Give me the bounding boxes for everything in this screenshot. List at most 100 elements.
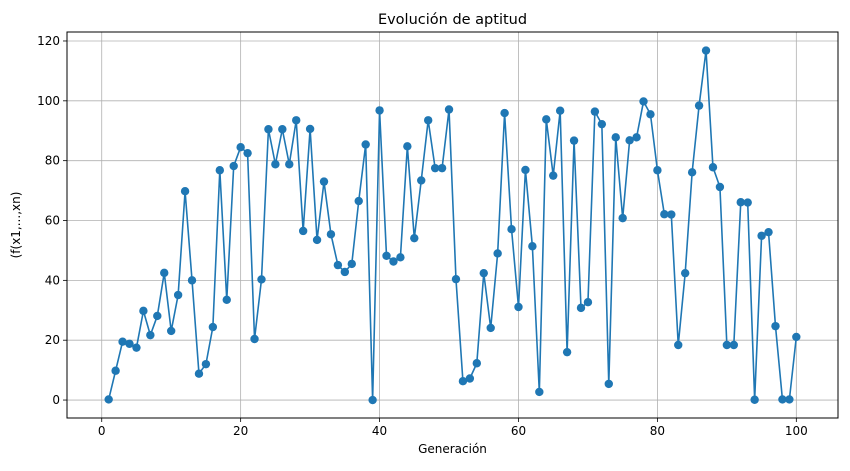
x-tick-label: 40: [372, 424, 387, 438]
series-markers: [104, 46, 801, 405]
data-point: [687, 168, 697, 177]
y-tick-label: 0: [52, 393, 60, 407]
data-point: [785, 395, 794, 404]
data-point: [465, 374, 475, 383]
data-point: [298, 226, 308, 236]
x-tick-label: 20: [233, 424, 248, 438]
data-point: [236, 143, 245, 152]
chart-title: Evolución de aptitud: [378, 12, 527, 28]
data-point: [521, 165, 530, 175]
data-point: [486, 323, 495, 333]
data-point: [500, 108, 509, 118]
data-point: [312, 235, 322, 245]
data-point: [354, 196, 363, 206]
y-axis-label: (f(x1,...,xn): [9, 192, 23, 259]
data-point: [187, 276, 197, 285]
data-point: [646, 110, 655, 119]
data-point: [305, 124, 315, 134]
data-point: [361, 140, 370, 149]
data-point: [382, 251, 391, 261]
data-point: [250, 334, 259, 344]
data-point: [458, 376, 468, 386]
data-point: [430, 163, 440, 173]
data-point: [715, 182, 725, 192]
data-point: [528, 242, 537, 251]
data-point: [549, 171, 558, 180]
data-point: [792, 332, 801, 342]
data-point: [111, 366, 120, 375]
data-point: [743, 198, 752, 207]
x-tick-label: 0: [98, 424, 106, 438]
data-point: [222, 295, 231, 305]
data-point: [201, 359, 211, 369]
data-point: [542, 115, 551, 124]
data-point: [590, 107, 600, 116]
plot-frame: [66, 31, 839, 419]
data-point: [569, 136, 579, 145]
data-point: [694, 101, 704, 110]
data-point: [625, 136, 634, 145]
data-point: [347, 259, 356, 269]
data-point: [396, 253, 405, 262]
data-point: [611, 133, 620, 142]
x-tick-label: 80: [650, 424, 665, 438]
data-point: [271, 160, 280, 169]
data-point: [264, 125, 273, 134]
data-point: [514, 302, 523, 312]
data-point: [535, 387, 544, 397]
x-tick-label: 100: [785, 424, 808, 438]
y-tick-label: 60: [45, 214, 60, 228]
data-point: [757, 231, 766, 240]
data-point: [618, 213, 627, 223]
y-tick-label: 20: [45, 333, 60, 347]
data-point: [493, 249, 502, 258]
data-point: [639, 97, 648, 106]
data-point: [215, 166, 225, 175]
data-point: [208, 322, 218, 332]
data-point: [160, 268, 169, 278]
data-point: [778, 395, 787, 404]
data-point: [180, 186, 190, 196]
data-point: [326, 230, 336, 239]
data-point: [410, 233, 419, 243]
data-point: [125, 339, 134, 348]
data-point: [118, 337, 127, 346]
x-tick-label: 60: [511, 424, 526, 438]
y-tick-label: 100: [37, 94, 60, 108]
data-point: [771, 321, 780, 331]
data-point: [146, 330, 155, 340]
data-point: [764, 227, 773, 237]
data-point: [139, 306, 148, 316]
data-point: [750, 395, 759, 404]
data-point: [285, 160, 294, 169]
data-point: [292, 116, 301, 125]
data-point: [132, 343, 141, 352]
data-point: [444, 105, 454, 114]
data-point: [375, 106, 384, 115]
data-point: [257, 275, 266, 284]
data-point: [562, 347, 572, 357]
y-tick-label: 40: [45, 273, 60, 287]
data-point: [153, 311, 162, 321]
x-axis-label: Generación: [418, 442, 487, 456]
data-point: [653, 166, 662, 175]
data-point: [340, 267, 350, 277]
data-point: [708, 163, 718, 172]
data-point: [368, 395, 377, 405]
data-point: [319, 177, 329, 186]
data-point: [722, 340, 732, 350]
data-point: [632, 133, 641, 142]
data-point: [229, 161, 238, 171]
data-point: [674, 340, 683, 350]
data-point: [451, 274, 461, 284]
y-axis-ticks: 0 20 40 60 80 100 120: [37, 34, 67, 407]
data-point: [736, 198, 745, 207]
data-point: [403, 142, 412, 151]
data-point: [667, 210, 676, 219]
data-point: [507, 224, 516, 234]
x-axis-ticks: 0 20 40 60 80 100: [98, 418, 808, 438]
data-point: [333, 260, 343, 270]
data-point: [576, 303, 586, 313]
data-point: [166, 326, 176, 336]
